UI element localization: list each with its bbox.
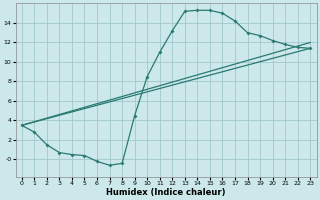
- X-axis label: Humidex (Indice chaleur): Humidex (Indice chaleur): [106, 188, 226, 197]
